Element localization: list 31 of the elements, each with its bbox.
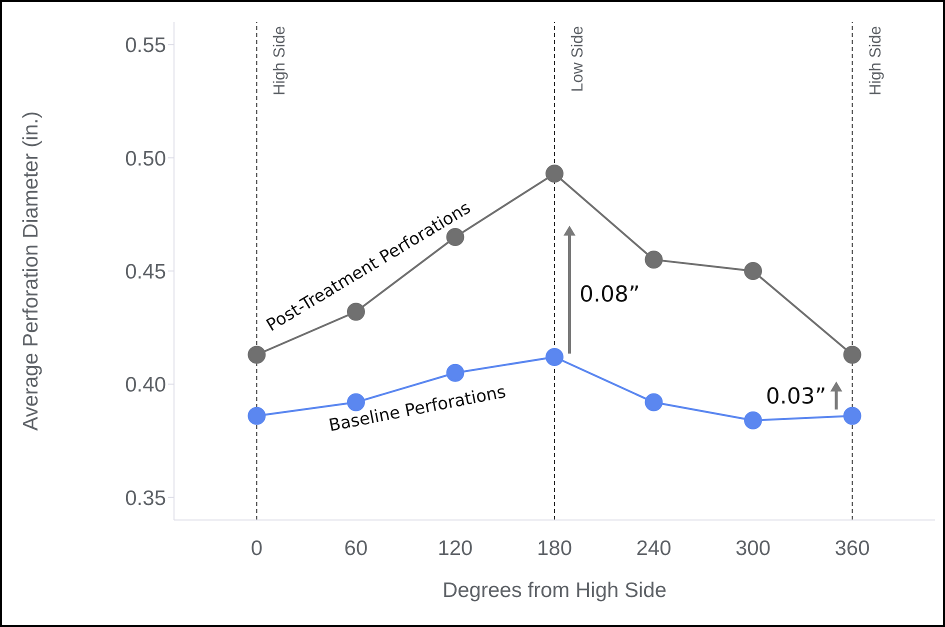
ref-line-label: High Side [867,26,884,96]
ref-line-label: Low Side [570,26,586,92]
text: Baseline Perforations [327,382,508,436]
point [248,346,266,364]
x-tick-label: 180 [536,536,572,560]
y-tick-label: 0.45 [125,260,166,284]
point [546,164,564,183]
point [843,346,862,364]
x-tick-label: 0 [250,536,263,560]
x-tick-label: 120 [438,536,473,560]
x-tick-label: 300 [736,536,771,560]
point [744,411,762,430]
point [744,262,762,280]
point [644,250,663,269]
point [446,364,464,382]
point [644,393,663,412]
y-axis-title: Average Perforation Diameter (in.) [19,111,42,431]
annotation: 0.08” [580,282,640,308]
x-axis-title: Degrees from High Side [442,579,667,602]
y-tick-label: 0.55 [125,34,166,58]
x-tick-label: 240 [636,536,672,560]
annotation: 0.03” [766,384,826,410]
y-tick-label: 0.35 [125,486,166,510]
y-tick-label: 0.50 [125,147,166,170]
y-tick-label: 0.40 [125,374,166,397]
point [843,406,862,425]
ref-line-label: High Side [272,26,289,96]
x-tick-label: 60 [344,536,368,560]
point [248,406,266,425]
point [546,348,564,366]
x-tick-label: 360 [834,536,870,560]
